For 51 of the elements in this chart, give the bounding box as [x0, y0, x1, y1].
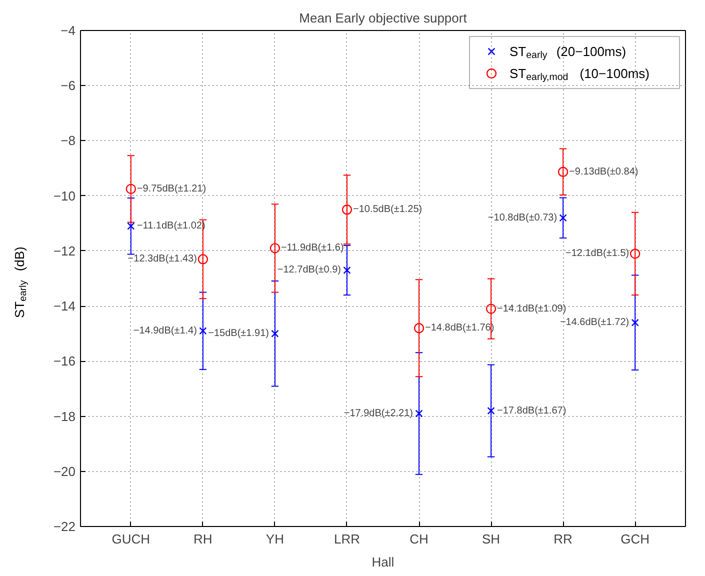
point — [199, 327, 207, 335]
data-label: −12.7dB(±0.9) — [277, 264, 341, 276]
y-tick-label: −20 — [53, 464, 76, 479]
point — [127, 222, 135, 230]
data-label: −14.1dB(±1.09) — [497, 303, 566, 314]
y-tick-label: −4 — [60, 23, 76, 38]
y-axis-title: STearly(dB) — [12, 246, 29, 318]
point — [486, 304, 496, 314]
point — [415, 410, 423, 418]
y-tick-label: −22 — [53, 519, 76, 534]
x-tick-label: LRR — [334, 532, 360, 546]
chart-title: Mean Early objective support — [299, 10, 468, 26]
data-label: −12.1dB(±1.5) — [566, 248, 630, 260]
data-label: −9.75dB(±1.21) — [136, 183, 206, 194]
data-label: −17.9dB(±2.21) — [344, 408, 414, 420]
x-tick-label: RH — [194, 532, 212, 546]
point — [126, 184, 136, 194]
data-label: −10.5dB(±1.25) — [352, 204, 422, 216]
y-tick-label: −10 — [53, 188, 76, 204]
x-tick-label: GUCH — [112, 532, 150, 546]
data-label: −10.8dB(±0.73) — [488, 212, 558, 224]
data-label: −14.9dB(±1.4) — [133, 325, 197, 336]
x-axis-title: Hall — [372, 554, 394, 570]
point — [631, 318, 639, 326]
data-label: −15dB(±1.91) — [208, 328, 269, 340]
point — [414, 323, 424, 334]
y-tick-label: −14 — [53, 298, 76, 314]
x-tick-label: GCH — [620, 532, 650, 546]
point — [559, 214, 567, 222]
y-tick-label: −8 — [60, 133, 76, 148]
x-tick-label: YH — [266, 532, 284, 546]
data-label: −17.8dB(±1.67) — [497, 405, 566, 416]
y-tick-label: −12 — [53, 243, 76, 258]
x-tick-label: SH — [482, 532, 500, 546]
y-tick-label: −6 — [60, 78, 76, 94]
point — [630, 248, 640, 259]
point — [558, 166, 568, 177]
data-label: −14.6dB(±1.72) — [560, 317, 630, 328]
y-tick-label: −18 — [53, 408, 76, 424]
point — [487, 406, 495, 415]
x-tick-label: CH — [410, 532, 428, 546]
x-tick-label: RR — [554, 532, 572, 546]
point — [198, 254, 208, 264]
point — [271, 330, 279, 338]
point — [342, 204, 352, 215]
data-label: −9.13dB(±0.84) — [569, 166, 638, 178]
data-label: −12.3dB(±1.43) — [128, 254, 197, 265]
point — [343, 266, 351, 274]
data-label: −11.9dB(±1.6) — [280, 242, 344, 254]
point — [270, 243, 280, 254]
y-tick-label: −16 — [53, 354, 76, 369]
